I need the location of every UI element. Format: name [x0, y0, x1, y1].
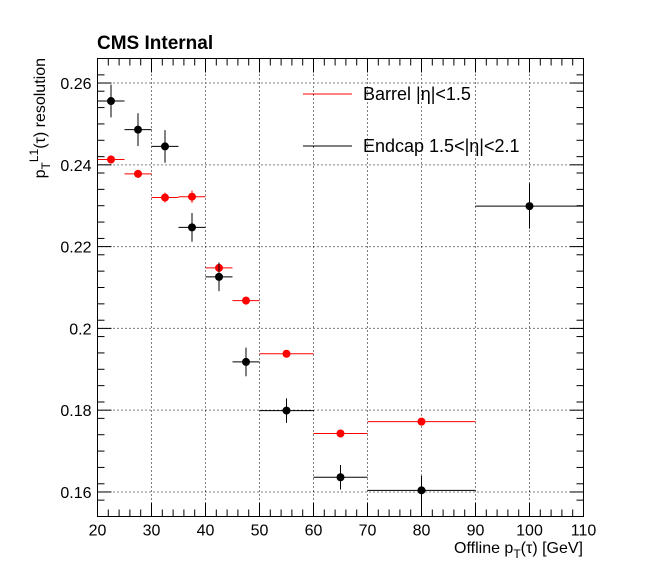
y-tick-label: 0.16: [60, 485, 91, 502]
x-tick-label: 30: [143, 523, 161, 540]
data-point: [242, 357, 250, 366]
y-axis-label-superscript: L1: [27, 148, 41, 162]
data-point: [107, 155, 115, 164]
x-axis-label-subscript: T: [513, 547, 521, 561]
data-point: [525, 202, 534, 211]
data-point: [336, 473, 345, 482]
axis-ticks: 20 30 40 50 60 70 80 90 100 110 0.16 0.18 0.2 0.22 0.2…: [60, 58, 597, 540]
x-tick-label: 90: [467, 523, 485, 540]
y-tick-label: 0.24: [60, 158, 91, 175]
data-point: [161, 193, 169, 202]
y-axis-label: pTL1(τ) resolution: [27, 58, 53, 178]
legend: Barrel |η|<1.5 Endcap 1.5<|η|<2.1: [303, 84, 519, 156]
x-tick-label: 60: [305, 523, 323, 540]
data-point: [134, 169, 142, 178]
grid-lines: [97, 58, 584, 517]
data-point: [242, 296, 250, 305]
data-point: [134, 125, 142, 134]
data-point: [107, 97, 115, 106]
data-point: [417, 417, 426, 426]
data-point: [282, 349, 291, 358]
x-tick-label: 100: [516, 523, 543, 540]
data-point: [417, 486, 426, 495]
series-endcap: [97, 84, 584, 505]
data-series: [97, 84, 584, 505]
x-axis-label-rest: (τ) [GeV]: [521, 540, 583, 557]
y-axis-label-subscript: T: [39, 162, 53, 170]
x-axis-label: Offline pT(τ) [GeV]: [454, 540, 583, 561]
x-tick-label: 80: [413, 523, 431, 540]
data-point: [161, 142, 169, 151]
data-point: [188, 223, 196, 232]
legend-label-barrel: Barrel |η|<1.5: [363, 84, 471, 104]
x-tick-label: 40: [197, 523, 215, 540]
y-tick-label: 0.22: [60, 240, 91, 257]
y-tick-label: 0.2: [69, 321, 91, 338]
data-point: [215, 272, 223, 281]
x-tick-label: 110: [571, 523, 597, 540]
y-tick-label: 0.26: [60, 76, 91, 93]
y-tick-label: 0.18: [60, 403, 91, 420]
chart-title: CMS Internal: [97, 33, 213, 54]
data-point: [282, 406, 291, 415]
y-axis-label-rest: (τ) resolution: [32, 58, 49, 149]
x-tick-label: 20: [89, 523, 107, 540]
legend-label-endcap: Endcap 1.5<|η|<2.1: [363, 136, 519, 156]
data-point: [188, 192, 196, 201]
data-point: [336, 429, 345, 438]
x-tick-label: 50: [251, 523, 269, 540]
x-tick-label: 70: [359, 523, 377, 540]
